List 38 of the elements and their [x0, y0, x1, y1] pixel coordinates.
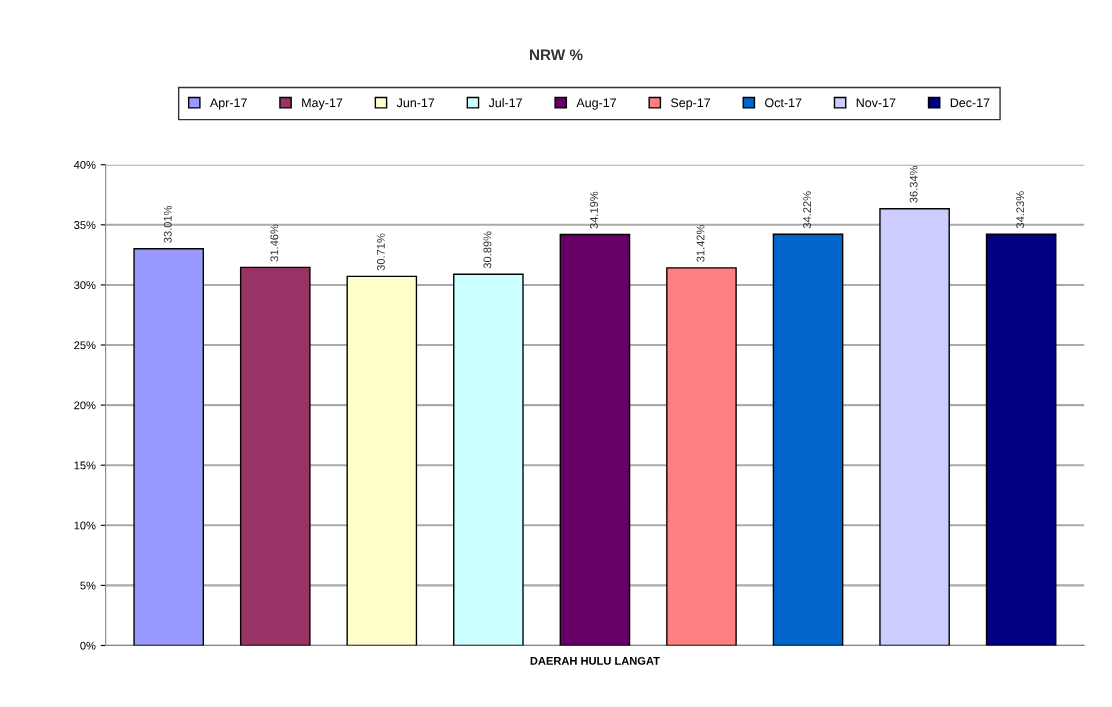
x-tick-label: DAERAH HULU LANGAT: [530, 656, 660, 665]
bar: [772, 233, 844, 646]
y-tick-label: 0%: [80, 641, 96, 650]
bar: [666, 267, 737, 646]
legend-label: Jun-17: [396, 98, 435, 108]
bar: [346, 275, 418, 646]
y-tick-label: 10%: [74, 521, 96, 530]
y-tick-label: 40%: [73, 161, 96, 169]
bar: [133, 248, 205, 646]
bar: [559, 233, 631, 646]
legend-label: Oct-17: [765, 98, 802, 108]
y-tick-label: 35%: [74, 221, 96, 229]
data-label: 30.89%: [483, 231, 492, 269]
legend-label: Nov-17: [856, 98, 896, 108]
data-label: 36.34%: [909, 165, 918, 203]
data-label: 33.01%: [163, 205, 172, 243]
legend-label: Apr-17: [209, 98, 247, 110]
y-tick-label: 20%: [74, 401, 96, 410]
chart-title: NRW %: [530, 49, 583, 61]
data-label: 34.22%: [803, 191, 812, 229]
bar: [985, 233, 1057, 646]
legend-label: May-17: [302, 98, 343, 110]
y-tick-label: 5%: [80, 581, 96, 590]
legend-label: Aug-17: [576, 98, 617, 110]
data-label: 34.19%: [590, 191, 598, 229]
legend-label: Sep-17: [670, 98, 711, 110]
data-label: 31.42%: [696, 225, 705, 262]
bar: [879, 208, 950, 646]
data-label: 31.46%: [270, 224, 279, 262]
bar: [453, 273, 524, 646]
legend-label: Jul-17: [488, 98, 522, 108]
legend-label: Dec-17: [950, 98, 990, 108]
y-tick-label: 15%: [74, 461, 96, 470]
data-label: 34.23%: [1016, 191, 1025, 229]
data-label: 30.71%: [376, 233, 385, 271]
bar: [239, 266, 311, 646]
y-tick-label: 25%: [74, 341, 96, 350]
y-tick-label: 30%: [74, 281, 96, 290]
